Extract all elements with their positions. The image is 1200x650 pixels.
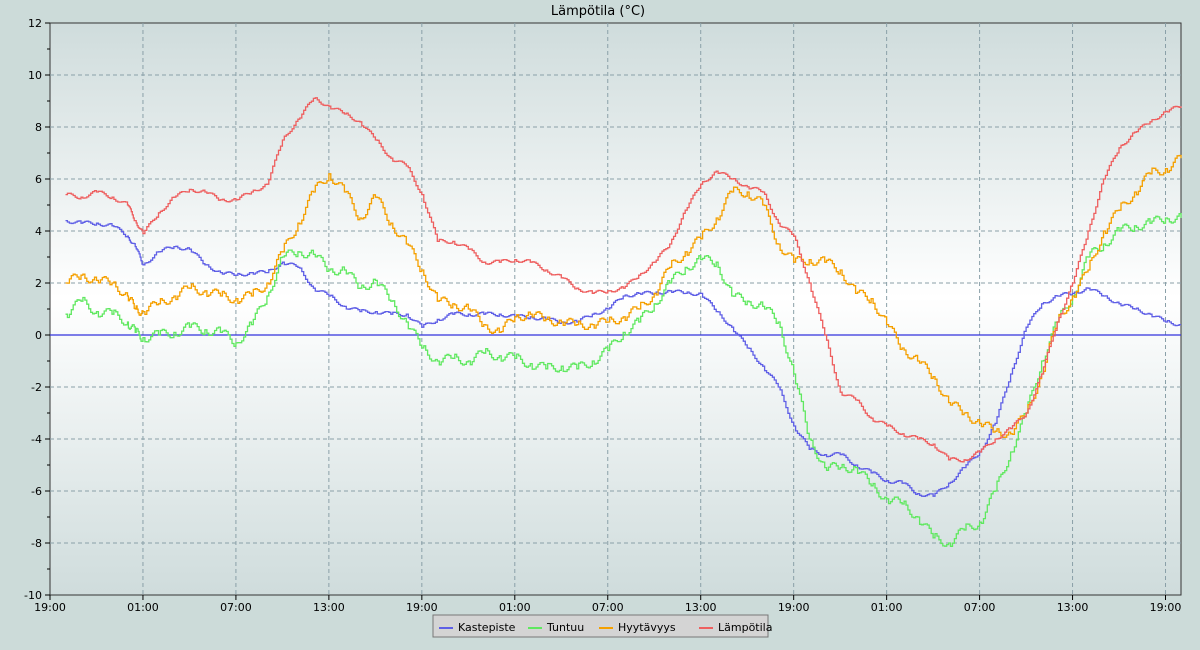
- series-line-2: [65, 154, 1182, 439]
- legend-label: Kastepiste: [458, 621, 516, 634]
- chart-title: Lämpötila (°C): [551, 4, 645, 19]
- y-tick-label: 10: [28, 69, 42, 82]
- y-tick-label: 8: [35, 121, 42, 134]
- x-tick-label: 19:00: [406, 601, 438, 614]
- x-tick-label: 07:00: [964, 601, 996, 614]
- x-tick-label: 19:00: [778, 601, 810, 614]
- series-layer: [65, 97, 1182, 547]
- y-tick-label: -4: [31, 433, 42, 446]
- y-tick-label: -10: [24, 589, 42, 602]
- plot-area: [49, 22, 1182, 596]
- x-tick-label: 07:00: [220, 601, 252, 614]
- legend-label: Hyytävyys: [618, 621, 676, 634]
- y-tick-label: 0: [35, 329, 42, 342]
- grid-layer: [50, 23, 1181, 595]
- x-tick-label: 19:00: [1150, 601, 1182, 614]
- x-tick-label: 01:00: [871, 601, 903, 614]
- x-tick-label: 13:00: [685, 601, 717, 614]
- x-tick-label: 19:00: [34, 601, 66, 614]
- series-line-3: [65, 97, 1182, 463]
- y-tick-label: 2: [35, 277, 42, 290]
- y-tick-label: 6: [35, 173, 42, 186]
- x-tick-label: 01:00: [127, 601, 159, 614]
- y-tick-label: -8: [31, 537, 42, 550]
- y-tick-label: -6: [31, 485, 42, 498]
- series-line-0: [65, 219, 1181, 497]
- legend: Kastepiste Tuntuu Hyytävyys Lämpötila: [432, 614, 772, 638]
- x-tick-label: 13:00: [1057, 601, 1089, 614]
- y-tick-label: -2: [31, 381, 42, 394]
- x-tick-label: 01:00: [499, 601, 531, 614]
- x-tick-label: 13:00: [313, 601, 345, 614]
- series-line-1: [65, 213, 1182, 547]
- y-tick-label: 12: [28, 17, 42, 30]
- legend-label: Tuntuu: [546, 621, 584, 634]
- x-tick-label: 07:00: [592, 601, 624, 614]
- y-tick-label: 4: [35, 225, 42, 238]
- legend-label: Lämpötila: [718, 621, 772, 634]
- legend-box: [432, 614, 769, 638]
